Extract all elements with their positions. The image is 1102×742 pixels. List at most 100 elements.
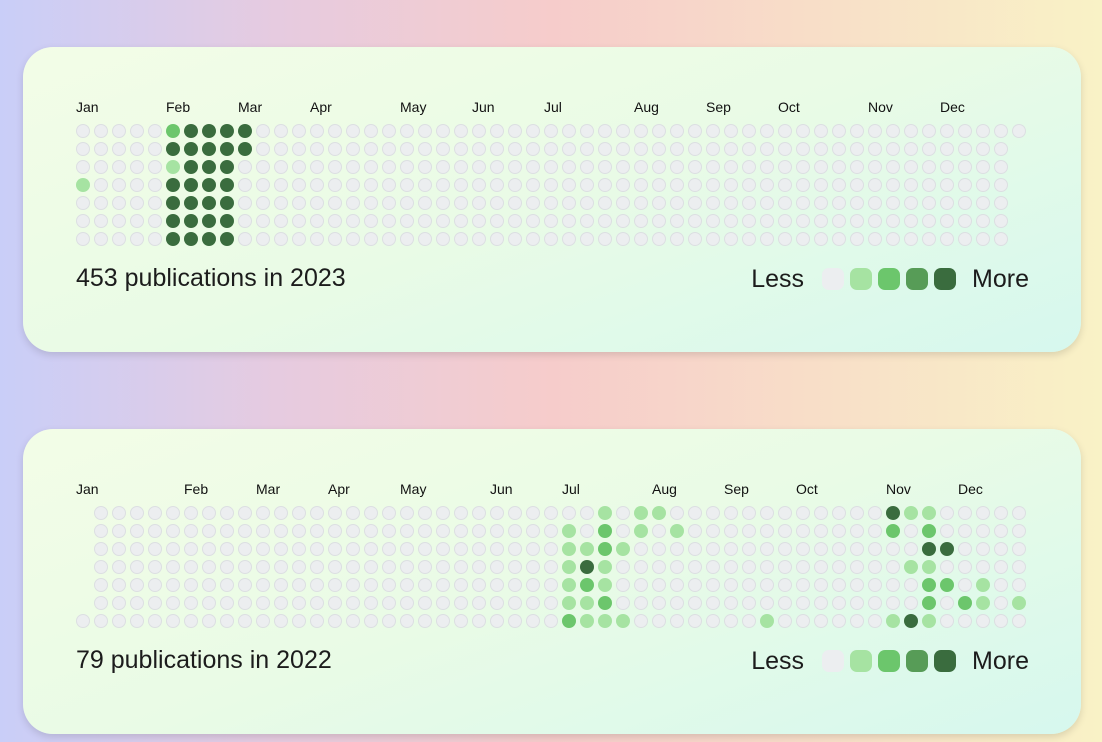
day-cell[interactable] [562, 596, 576, 610]
day-cell[interactable] [490, 124, 504, 138]
day-cell[interactable] [94, 524, 108, 538]
day-cell[interactable] [508, 232, 522, 246]
day-cell[interactable] [454, 232, 468, 246]
day-cell[interactable] [868, 214, 882, 228]
day-cell[interactable] [706, 614, 720, 628]
day-cell[interactable] [724, 578, 738, 592]
day-cell[interactable] [922, 614, 936, 628]
day-cell[interactable] [616, 506, 630, 520]
day-cell[interactable] [904, 232, 918, 246]
day-cell[interactable] [562, 178, 576, 192]
day-cell[interactable] [598, 196, 612, 210]
day-cell[interactable] [364, 524, 378, 538]
day-cell[interactable] [868, 506, 882, 520]
day-cell[interactable] [436, 506, 450, 520]
day-cell[interactable] [868, 614, 882, 628]
day-cell[interactable] [670, 578, 684, 592]
day-cell[interactable] [220, 178, 234, 192]
day-cell[interactable] [922, 214, 936, 228]
day-cell[interactable] [922, 542, 936, 556]
day-cell[interactable] [724, 542, 738, 556]
day-cell[interactable] [580, 614, 594, 628]
day-cell[interactable] [382, 542, 396, 556]
day-cell[interactable] [976, 560, 990, 574]
day-cell[interactable] [976, 524, 990, 538]
day-cell[interactable] [148, 596, 162, 610]
day-cell[interactable] [526, 160, 540, 174]
day-cell[interactable] [778, 232, 792, 246]
day-cell[interactable] [418, 596, 432, 610]
day-cell[interactable] [940, 596, 954, 610]
day-cell[interactable] [850, 542, 864, 556]
day-cell[interactable] [544, 214, 558, 228]
day-cell[interactable] [544, 196, 558, 210]
day-cell[interactable] [994, 160, 1008, 174]
day-cell[interactable] [400, 506, 414, 520]
day-cell[interactable] [1012, 560, 1026, 574]
day-cell[interactable] [310, 578, 324, 592]
day-cell[interactable] [778, 178, 792, 192]
day-cell[interactable] [742, 160, 756, 174]
day-cell[interactable] [202, 160, 216, 174]
day-cell[interactable] [958, 542, 972, 556]
day-cell[interactable] [688, 524, 702, 538]
day-cell[interactable] [832, 214, 846, 228]
day-cell[interactable] [598, 614, 612, 628]
day-cell[interactable] [292, 160, 306, 174]
day-cell[interactable] [778, 506, 792, 520]
day-cell[interactable] [670, 596, 684, 610]
day-cell[interactable] [364, 560, 378, 574]
day-cell[interactable] [130, 596, 144, 610]
day-cell[interactable] [958, 214, 972, 228]
day-cell[interactable] [904, 614, 918, 628]
day-cell[interactable] [328, 578, 342, 592]
day-cell[interactable] [868, 596, 882, 610]
day-cell[interactable] [76, 614, 90, 628]
day-cell[interactable] [904, 542, 918, 556]
day-cell[interactable] [454, 178, 468, 192]
day-cell[interactable] [310, 560, 324, 574]
day-cell[interactable] [328, 506, 342, 520]
day-cell[interactable] [184, 160, 198, 174]
day-cell[interactable] [688, 542, 702, 556]
day-cell[interactable] [940, 524, 954, 538]
day-cell[interactable] [562, 124, 576, 138]
day-cell[interactable] [796, 506, 810, 520]
day-cell[interactable] [634, 560, 648, 574]
day-cell[interactable] [310, 196, 324, 210]
day-cell[interactable] [598, 596, 612, 610]
day-cell[interactable] [958, 506, 972, 520]
day-cell[interactable] [454, 578, 468, 592]
day-cell[interactable] [652, 614, 666, 628]
day-cell[interactable] [346, 524, 360, 538]
day-cell[interactable] [544, 524, 558, 538]
day-cell[interactable] [238, 542, 252, 556]
day-cell[interactable] [742, 124, 756, 138]
day-cell[interactable] [724, 560, 738, 574]
day-cell[interactable] [886, 542, 900, 556]
day-cell[interactable] [1012, 596, 1026, 610]
day-cell[interactable] [670, 560, 684, 574]
day-cell[interactable] [310, 596, 324, 610]
day-cell[interactable] [850, 578, 864, 592]
day-cell[interactable] [904, 596, 918, 610]
day-cell[interactable] [526, 524, 540, 538]
day-cell[interactable] [598, 178, 612, 192]
day-cell[interactable] [814, 596, 828, 610]
day-cell[interactable] [634, 542, 648, 556]
day-cell[interactable] [544, 124, 558, 138]
day-cell[interactable] [184, 124, 198, 138]
day-cell[interactable] [724, 142, 738, 156]
day-cell[interactable] [796, 614, 810, 628]
day-cell[interactable] [454, 214, 468, 228]
day-cell[interactable] [94, 196, 108, 210]
day-cell[interactable] [346, 196, 360, 210]
day-cell[interactable] [346, 578, 360, 592]
day-cell[interactable] [328, 614, 342, 628]
day-cell[interactable] [130, 178, 144, 192]
day-cell[interactable] [94, 542, 108, 556]
day-cell[interactable] [148, 142, 162, 156]
day-cell[interactable] [130, 524, 144, 538]
day-cell[interactable] [958, 524, 972, 538]
day-cell[interactable] [958, 124, 972, 138]
